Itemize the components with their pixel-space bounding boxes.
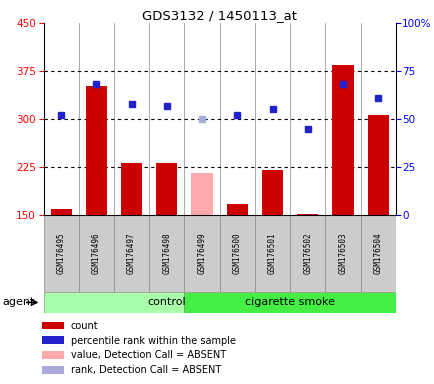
Text: percentile rank within the sample: percentile rank within the sample <box>71 336 235 346</box>
Bar <box>184 215 219 292</box>
Text: control: control <box>147 297 186 308</box>
Bar <box>42 336 63 344</box>
Text: agent: agent <box>2 297 34 308</box>
Bar <box>191 174 212 215</box>
Text: GSM176500: GSM176500 <box>232 233 241 274</box>
Bar <box>254 215 289 292</box>
Bar <box>289 215 325 292</box>
Bar <box>121 162 142 215</box>
Bar <box>43 292 184 313</box>
Bar <box>261 170 283 215</box>
Bar <box>42 321 63 329</box>
Bar <box>50 209 72 215</box>
Bar <box>156 162 177 215</box>
Bar <box>114 215 149 292</box>
Text: GSM176499: GSM176499 <box>197 233 206 274</box>
Text: rank, Detection Call = ABSENT: rank, Detection Call = ABSENT <box>71 365 220 376</box>
Text: GSM176504: GSM176504 <box>373 233 382 274</box>
Text: cigarette smoke: cigarette smoke <box>245 297 334 308</box>
Bar <box>296 214 318 215</box>
Bar <box>42 351 63 359</box>
Bar <box>219 215 254 292</box>
Text: count: count <box>71 321 99 331</box>
Text: GSM176498: GSM176498 <box>162 233 171 274</box>
Bar <box>184 292 395 313</box>
Bar <box>360 215 395 292</box>
Bar <box>226 204 247 215</box>
Bar <box>149 215 184 292</box>
Bar <box>85 86 107 215</box>
Bar <box>43 215 79 292</box>
Bar <box>42 366 63 374</box>
Bar <box>332 65 353 215</box>
Text: GSM176501: GSM176501 <box>267 233 276 274</box>
Text: GSM176502: GSM176502 <box>302 233 312 274</box>
Text: GSM176495: GSM176495 <box>56 233 66 274</box>
Text: GSM176496: GSM176496 <box>92 233 101 274</box>
Text: value, Detection Call = ABSENT: value, Detection Call = ABSENT <box>71 351 226 361</box>
Text: GSM176503: GSM176503 <box>338 233 347 274</box>
Bar <box>79 215 114 292</box>
Bar <box>325 215 360 292</box>
Text: GSM176497: GSM176497 <box>127 233 136 274</box>
Title: GDS3132 / 1450113_at: GDS3132 / 1450113_at <box>142 9 296 22</box>
Bar <box>367 114 388 215</box>
